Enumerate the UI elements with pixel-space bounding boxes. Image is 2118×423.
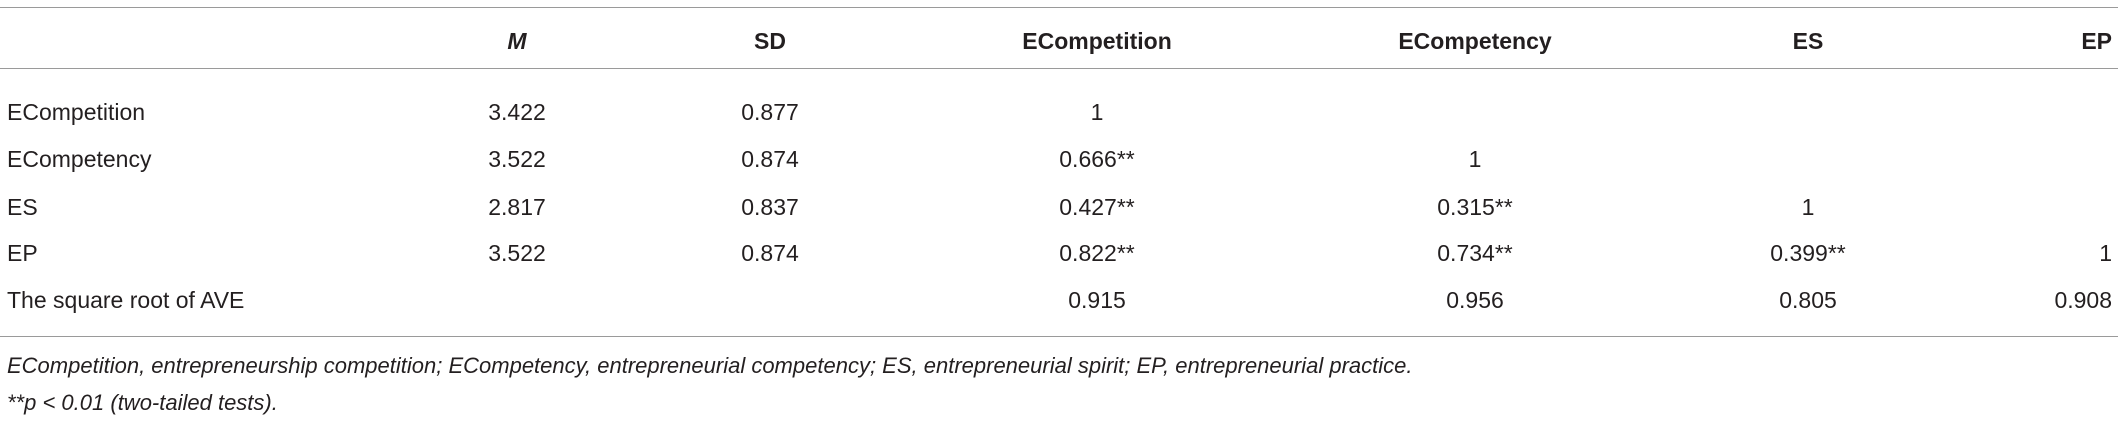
table-cell: 0.734** — [1437, 240, 1513, 266]
table-cell: 0.908 — [2054, 287, 2112, 313]
table-cell: 3.422 — [488, 99, 546, 125]
table-cell: 0.805 — [1779, 287, 1837, 313]
row-label: ES — [7, 194, 38, 220]
bottom-rule — [0, 336, 2118, 337]
column-header: M — [507, 28, 527, 54]
table-cell: 2.817 — [488, 194, 546, 220]
column-header: ECompetition — [1022, 28, 1172, 54]
table-cell: 0.837 — [741, 194, 799, 220]
table-cell: 0.666** — [1059, 146, 1135, 172]
table-cell: 0.877 — [741, 99, 799, 125]
header-rule — [0, 68, 2118, 69]
row-label: ECompetency — [7, 146, 152, 172]
footnote: **p < 0.01 (two-tailed tests). — [7, 390, 278, 415]
column-header: SD — [754, 28, 786, 54]
top-rule — [0, 7, 2118, 8]
table-cell: 0.822** — [1059, 240, 1135, 266]
row-label: ECompetition — [7, 99, 146, 125]
table-cell: 1 — [1468, 146, 1482, 172]
table-cell: 0.874 — [741, 240, 799, 266]
table-cell: 1 — [1801, 194, 1815, 220]
table-cell: 3.522 — [488, 146, 546, 172]
row-label: The square root of AVE — [7, 287, 245, 313]
table-cell: 1 — [2099, 240, 2112, 266]
table-cell: 0.427** — [1059, 194, 1135, 220]
table-cell: 0.956 — [1446, 287, 1504, 313]
table-cell: 0.915 — [1068, 287, 1126, 313]
column-header: EP — [2081, 28, 2112, 54]
footnote: ECompetition, entrepreneurship competiti… — [7, 353, 1413, 378]
table-cell: 3.522 — [488, 240, 546, 266]
row-label: EP — [7, 240, 38, 266]
table-cell: 0.399** — [1770, 240, 1846, 266]
table-cell: 0.874 — [741, 146, 799, 172]
column-header: ES — [1792, 28, 1824, 54]
column-header: ECompetency — [1398, 28, 1552, 54]
table-cell: 1 — [1090, 99, 1104, 125]
table-cell: 0.315** — [1437, 194, 1513, 220]
